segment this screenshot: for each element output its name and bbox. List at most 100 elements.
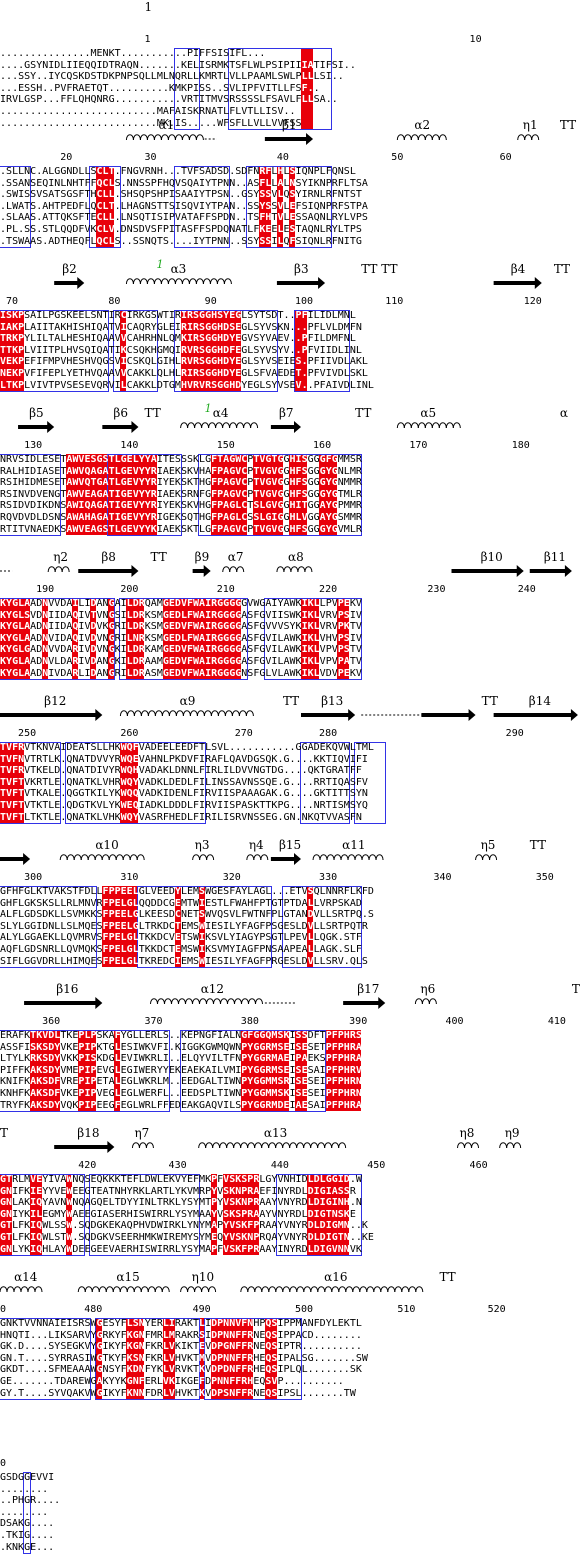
strand-arrow bbox=[529, 565, 572, 577]
sequence-row: GFHFGLKTVAKSTFDLLFPPEELGLVEEDYLEMSWGESFA… bbox=[0, 886, 580, 898]
helix-turn bbox=[153, 278, 162, 285]
position-ruler: 190 200 210 220 230 240 bbox=[0, 584, 580, 598]
sequence-text: .KNKGE... bbox=[0, 1541, 55, 1553]
helix-turn bbox=[387, 1286, 396, 1293]
position-number: 250 bbox=[18, 728, 37, 739]
helix-turn bbox=[215, 422, 224, 429]
helix-turn bbox=[133, 1286, 142, 1293]
position-number: 140 bbox=[120, 440, 139, 451]
helix-turn bbox=[181, 278, 190, 285]
helix-turn bbox=[268, 1286, 277, 1293]
sequence-row: KYGLSVDNIIDAQIVTVNGSILDRKSMGEDLFWAIRGGGG… bbox=[0, 610, 580, 622]
helix-turn bbox=[178, 998, 186, 1005]
sequence-text: ..........................MK.IS.....WFSF… bbox=[0, 117, 302, 129]
helix-turn bbox=[167, 278, 176, 285]
helix-turn bbox=[185, 998, 193, 1005]
sequence-text: KYGLAADNIIDAQIVDVKGRILDRKSMGEDVFWAIRGGGG… bbox=[0, 621, 362, 633]
position-ruler: 360 370 380 390 400 410 bbox=[0, 1016, 580, 1030]
helix-turn bbox=[94, 854, 103, 861]
sequence-rows: GNKTVVNNAIEISRSWGESYFLSNYERLIRAKTLIDPNNV… bbox=[0, 1318, 580, 1401]
helix-turn bbox=[231, 710, 240, 717]
helix-turn bbox=[153, 134, 162, 141]
conserved-column bbox=[126, 1318, 133, 1400]
helix-turn bbox=[282, 1142, 291, 1149]
sequence-row: GNLYKIQHLAYWDEEGEEVAERHISWIRRLYSYMAPFVSK… bbox=[0, 1244, 580, 1256]
sequence-text: GN.T....SYRRASIWGTKYFKSNFKRLVHVKTMVDPNNF… bbox=[0, 1352, 368, 1364]
helix-turn bbox=[403, 422, 412, 429]
strand-arrow bbox=[0, 709, 103, 721]
helix-turn bbox=[234, 998, 242, 1005]
sequence-text: DSAKG.... bbox=[0, 1518, 55, 1530]
conserved-column bbox=[307, 886, 314, 968]
similarity-box bbox=[203, 1318, 302, 1401]
position-number: 240 bbox=[517, 584, 536, 595]
helix-turn bbox=[240, 1286, 249, 1293]
sequence-text: VEKPEFIFMPVHESHVQGSVICSKQLGIHLRVRSGGHDYE… bbox=[0, 356, 368, 368]
helix-turn bbox=[254, 1286, 263, 1293]
conserved-column bbox=[222, 1174, 253, 1256]
sequence-rows: NRVSIDLESETAWVESGSTLGELYYAITESSSKLGFTAGW… bbox=[0, 454, 580, 537]
helix-turn bbox=[275, 1142, 284, 1149]
similarity-box bbox=[354, 742, 387, 825]
sequence-row: ASSFISKSDYVKEPIPKTGLESIWKVFI.KIGGKGWMQWN… bbox=[0, 1042, 580, 1054]
position-number: 170 bbox=[409, 440, 428, 451]
sequence-row: ...ESSH..PVFRAETQT..........KMKPISS..SVL… bbox=[0, 83, 580, 95]
helix-turn bbox=[253, 854, 262, 861]
similarity-box bbox=[0, 310, 110, 393]
sequence-text: TVFTVTKALE.QGGTKILYKWQQVADKIDENLFIRVIISP… bbox=[0, 788, 368, 800]
ss-label: α10 bbox=[95, 838, 119, 852]
helix-turn bbox=[182, 710, 191, 717]
sequence-row: KYGLGADNVVDARIVDVNGKILDRKAMGEDVFWAIRGGGG… bbox=[0, 644, 580, 656]
ss-label: TT bbox=[144, 406, 161, 420]
strand-arrow bbox=[451, 565, 524, 577]
position-number: 440 bbox=[270, 1160, 289, 1171]
helix-turn bbox=[188, 278, 197, 285]
helix-turn bbox=[304, 566, 313, 573]
helix-turn bbox=[236, 422, 245, 429]
position-number: 370 bbox=[144, 1016, 163, 1027]
sequence-text: HNQTI...LIKSARVYGRKYFKGNFMRLMRAKRSIDPNNF… bbox=[0, 1329, 362, 1341]
ss-label: α1 bbox=[158, 118, 175, 132]
sequence-row: GK.D....SYSEGKVYGIKYFKGNFKRLVKIKTEVDPGNF… bbox=[0, 1341, 580, 1353]
helix-turn bbox=[199, 854, 208, 861]
helix-turn bbox=[317, 1286, 326, 1293]
sequence-text: SIFLGGVDRLLHIMQESFPELGLTKREDCIEMSWIESILY… bbox=[0, 955, 368, 967]
helix-turn bbox=[175, 710, 184, 717]
helix-turn bbox=[489, 854, 498, 861]
secondary-structure-glyphs bbox=[0, 853, 498, 865]
sequence-text: KYGLAADNVVDAILIDANGAILDRQAMGEDVFWAIRGGGG… bbox=[0, 598, 362, 609]
sequence-row: GY.T....SYVQAKVWGIKYFKNNFDRLVHVKTKVDPSNF… bbox=[0, 1388, 580, 1400]
secondary-structure-track: α10 η3 η4 β15 α11 η5 TT bbox=[0, 838, 580, 872]
sequence-text: .TKIG.... bbox=[0, 1530, 55, 1541]
conserved-column bbox=[288, 454, 307, 536]
alignment-block: α1 β1 α2 η1 TT 20 30 40 50 60 .SLLNC.ALGGNDLLSCLT.… bbox=[0, 118, 580, 249]
ss-label: β7 bbox=[278, 406, 294, 420]
helix-turn bbox=[394, 1286, 403, 1293]
secondary-structure-glyphs bbox=[0, 14, 580, 28]
helix-turn bbox=[73, 854, 82, 861]
helix-turn bbox=[195, 134, 204, 141]
helix-turn bbox=[208, 1286, 217, 1293]
helix-turn bbox=[471, 1142, 480, 1149]
helix-turn bbox=[276, 566, 285, 573]
helix-turn bbox=[373, 1286, 382, 1293]
ss-label: η7 bbox=[134, 1126, 150, 1140]
sequence-row: .TSWAAS.ADTHEQFLQCLS..SSNQTS....IYTPNN..… bbox=[0, 236, 580, 248]
sequence-text: ........ bbox=[0, 1506, 49, 1518]
conserved-column bbox=[192, 598, 241, 680]
helix-turn bbox=[428, 998, 437, 1005]
helix-turn bbox=[147, 710, 156, 717]
helix-turn bbox=[199, 998, 207, 1005]
conserved-column bbox=[192, 310, 199, 392]
helix-turn bbox=[247, 1286, 256, 1293]
sequence-row: ........ bbox=[0, 1484, 580, 1496]
ss-label: TT bbox=[481, 694, 498, 708]
helix-turn bbox=[174, 134, 183, 141]
helix-turn bbox=[119, 1286, 128, 1293]
ss-label: β3 bbox=[294, 262, 309, 276]
position-number: 80 bbox=[108, 296, 121, 307]
position-number: 110 bbox=[385, 296, 404, 307]
helix-turn bbox=[375, 854, 384, 861]
helix-turn bbox=[482, 854, 491, 861]
sequence-text: GK.D....SYSEGKVYGIKYFKGNFKRLVKIKTEVDPGNF… bbox=[0, 1341, 362, 1353]
